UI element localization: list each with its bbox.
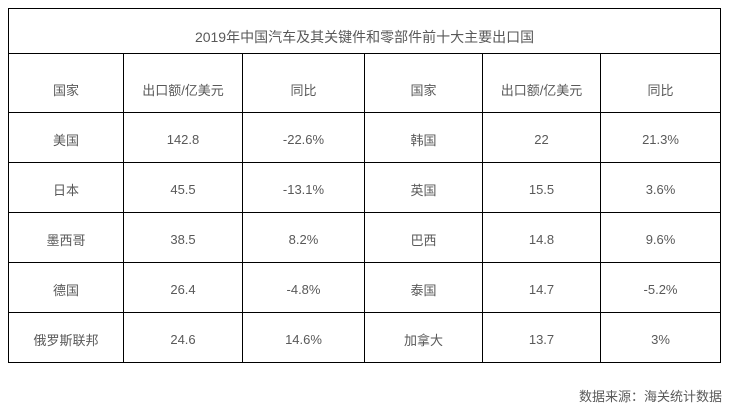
yoy-cell: -5.2% xyxy=(599,262,722,313)
country-cell: 英国 xyxy=(364,162,483,213)
country-cell: 美国 xyxy=(8,112,124,163)
yoy-cell: 8.2% xyxy=(242,212,365,263)
table-row: 俄罗斯联邦 24.6 14.6% 加拿大 13.7 3% xyxy=(8,312,722,363)
column-header-export-left: 出口额/亿美元 xyxy=(123,53,243,113)
country-cell: 巴西 xyxy=(364,212,483,263)
export-value-cell: 24.6 xyxy=(123,312,243,363)
table-row: 日本 45.5 -13.1% 英国 15.5 3.6% xyxy=(8,162,722,213)
table-title-row: 2019年中国汽车及其关键件和零部件前十大主要出口国 xyxy=(7,8,722,54)
column-header-yoy-right: 同比 xyxy=(599,53,722,113)
country-cell: 日本 xyxy=(8,162,124,213)
export-value-cell: 45.5 xyxy=(123,162,243,213)
export-value-cell: 14.8 xyxy=(482,212,601,263)
export-value-cell: 142.8 xyxy=(123,112,243,163)
table-header-row: 国家 出口额/亿美元 同比 国家 出口额/亿美元 同比 xyxy=(8,53,722,113)
table-row: 德国 26.4 -4.8% 泰国 14.7 -5.2% xyxy=(8,262,722,313)
yoy-cell: 14.6% xyxy=(242,312,365,363)
yoy-cell: 9.6% xyxy=(599,212,722,263)
country-cell: 德国 xyxy=(8,262,124,313)
data-source-note: 数据来源：海关统计数据 xyxy=(578,389,722,404)
column-header-export-right: 出口额/亿美元 xyxy=(482,53,601,113)
yoy-cell: 3.6% xyxy=(599,162,722,213)
export-value-cell: 15.5 xyxy=(482,162,601,213)
table-row: 墨西哥 38.5 8.2% 巴西 14.8 9.6% xyxy=(8,212,722,263)
column-header-country-right: 国家 xyxy=(364,53,483,113)
export-table: 2019年中国汽车及其关键件和零部件前十大主要出口国 国家 出口额/亿美元 同比… xyxy=(7,8,722,363)
yoy-cell: -13.1% xyxy=(242,162,365,213)
yoy-cell: 3% xyxy=(599,312,722,363)
export-value-cell: 22 xyxy=(482,112,601,163)
country-cell: 加拿大 xyxy=(364,312,483,363)
country-cell: 韩国 xyxy=(364,112,483,163)
country-cell: 泰国 xyxy=(364,262,483,313)
yoy-cell: -22.6% xyxy=(242,112,365,163)
column-header-yoy-left: 同比 xyxy=(242,53,365,113)
yoy-cell: -4.8% xyxy=(242,262,365,313)
table-row: 美国 142.8 -22.6% 韩国 22 21.3% xyxy=(8,112,722,163)
table-title: 2019年中国汽车及其关键件和零部件前十大主要出口国 xyxy=(7,8,722,54)
yoy-cell: 21.3% xyxy=(599,112,722,163)
export-value-cell: 13.7 xyxy=(482,312,601,363)
country-cell: 俄罗斯联邦 xyxy=(8,312,124,363)
export-value-cell: 26.4 xyxy=(123,262,243,313)
column-header-country-left: 国家 xyxy=(8,53,124,113)
export-value-cell: 38.5 xyxy=(123,212,243,263)
export-value-cell: 14.7 xyxy=(482,262,601,313)
country-cell: 墨西哥 xyxy=(8,212,124,263)
